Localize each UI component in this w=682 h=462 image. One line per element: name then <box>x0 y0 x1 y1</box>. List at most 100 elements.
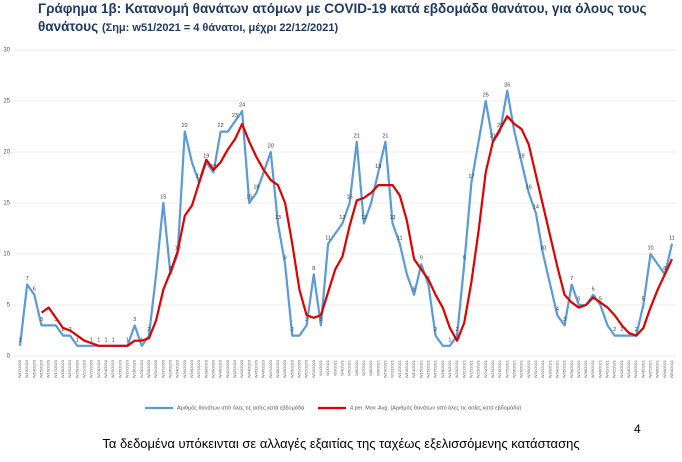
x-tick-label: W50/2021 <box>669 359 674 378</box>
x-tick-label: W33/2020 <box>168 359 173 378</box>
x-tick-label: W38/2021 <box>583 359 588 378</box>
x-tick-label: W37/2021 <box>576 359 581 378</box>
x-tick-label: W35/2020 <box>182 359 187 378</box>
x-tick-label: W47/2020 <box>268 359 273 378</box>
data-label: 9 <box>420 256 423 262</box>
x-tick-label: W11/2021 <box>390 359 395 378</box>
y-tick-label: 15 <box>3 201 10 207</box>
x-tick-label: W32/2020 <box>160 359 165 378</box>
x-tick-label: W25/2021 <box>490 359 495 378</box>
x-tick-label: W6/2021 <box>354 359 359 376</box>
x-tick-label: W25/2020 <box>110 359 115 378</box>
x-tick-label: W42/2020 <box>232 359 237 378</box>
x-tick-label: W2/2021 <box>325 359 330 376</box>
data-label: 20 <box>268 143 274 149</box>
x-tick-label: W48/2020 <box>275 359 280 378</box>
x-tick-label: W4/2021 <box>339 359 344 376</box>
x-tick-label: W16/2021 <box>425 359 430 378</box>
x-tick-label: W22/2021 <box>468 359 473 378</box>
data-label: 22 <box>497 123 503 129</box>
data-label: 1 <box>126 337 129 343</box>
x-tick-label: W19/2020 <box>67 359 72 378</box>
x-tick-label: W45/2021 <box>633 359 638 378</box>
data-label: 21 <box>354 133 360 139</box>
x-tick-label: W51/2020 <box>296 359 301 378</box>
data-label: 3 <box>305 317 308 323</box>
data-label: 19 <box>518 154 524 160</box>
x-tick-label: W15/2020 <box>39 359 44 378</box>
data-label: 19 <box>203 154 209 160</box>
data-label: 5 <box>599 296 602 302</box>
x-tick-label: W14/2021 <box>411 359 416 378</box>
x-tick-label: W24/2021 <box>483 359 488 378</box>
y-tick-label: 10 <box>3 252 10 258</box>
x-tick-label: W43/2020 <box>239 359 244 378</box>
data-label: 25 <box>483 92 489 98</box>
x-tick-label: W18/2020 <box>60 359 65 378</box>
data-label: 2 <box>635 327 638 333</box>
x-tick-label: W5/2021 <box>347 359 352 376</box>
data-label: 21 <box>490 133 496 139</box>
data-label: 3 <box>319 317 322 323</box>
data-label: 23 <box>232 113 238 119</box>
x-tick-label: W1/2021 <box>318 359 323 376</box>
x-tick-label: W42/2021 <box>612 359 617 378</box>
data-label: 16 <box>526 184 532 190</box>
x-tick-label: W26/2021 <box>497 359 502 378</box>
data-label: 24 <box>239 103 245 109</box>
x-tick-label: W29/2020 <box>139 359 144 378</box>
data-label: 10 <box>647 245 653 251</box>
data-label: 10 <box>540 245 546 251</box>
data-label: 16 <box>253 184 259 190</box>
x-tick-label: W46/2020 <box>261 359 266 378</box>
x-tick-label: W40/2020 <box>218 359 223 378</box>
data-label: 2 <box>291 327 294 333</box>
x-tick-label: W40/2021 <box>597 359 602 378</box>
x-tick-label: W13/2021 <box>404 359 409 378</box>
page-number: 4 <box>634 422 641 436</box>
x-tick-label: W49/2021 <box>662 359 667 378</box>
x-tick-label: W31/2020 <box>153 359 158 378</box>
x-tick-label: W35/2021 <box>562 359 567 378</box>
y-tick-label: 5 <box>7 303 11 309</box>
data-label: 13 <box>390 215 396 221</box>
x-tick-label: W34/2020 <box>175 359 180 378</box>
data-label: 2 <box>147 327 150 333</box>
data-label: 4 <box>556 307 559 313</box>
x-tick-label: W23/2020 <box>96 359 101 378</box>
data-label: 8 <box>663 266 666 272</box>
data-label: 22 <box>218 123 224 129</box>
x-tick-label: W30/2020 <box>146 359 151 378</box>
x-tick-label: W21/2020 <box>82 359 87 378</box>
data-label: 15 <box>246 194 252 200</box>
x-tick-label: W16/2020 <box>46 359 51 378</box>
x-tick-label: W41/2020 <box>225 359 230 378</box>
data-label: 15 <box>160 194 166 200</box>
x-tick-label: W12/2020 <box>17 359 22 378</box>
data-label: 1 <box>112 337 115 343</box>
x-tick-label: W31/2021 <box>533 359 538 378</box>
x-tick-label: W44/2021 <box>626 359 631 378</box>
title-block: Γράφημα 1β: Κατανομή θανάτων ατόμων με C… <box>38 0 678 37</box>
data-label: 1 <box>18 337 21 343</box>
x-tick-label: W28/2021 <box>511 359 516 378</box>
data-label: 8 <box>312 266 315 272</box>
data-label: 6 <box>413 286 416 292</box>
y-tick-label: 20 <box>3 150 10 156</box>
data-label: 17 <box>468 174 474 180</box>
footer-note: Τα δεδομένα υπόκεινται σε αλλαγές εξαιτί… <box>102 436 580 451</box>
data-label: 13 <box>275 215 281 221</box>
x-tick-label: W27/2021 <box>504 359 509 378</box>
data-label: 22 <box>182 123 188 129</box>
chart-subtitle: (Σημ: w51/2021 = 4 θάνατοι, μέχρι 22/12/… <box>101 22 339 34</box>
x-tick-label: W10/2021 <box>382 359 387 378</box>
x-tick-label: W27/2020 <box>125 359 130 378</box>
x-tick-label: W29/2021 <box>519 359 524 378</box>
x-tick-label: W49/2020 <box>282 359 287 378</box>
x-tick-label: W44/2020 <box>246 359 251 378</box>
data-label: 1 <box>97 337 100 343</box>
x-tick-label: W20/2021 <box>454 359 459 378</box>
data-label: 5 <box>577 296 580 302</box>
x-tick-label: W15/2021 <box>418 359 423 378</box>
series-line <box>40 115 673 347</box>
